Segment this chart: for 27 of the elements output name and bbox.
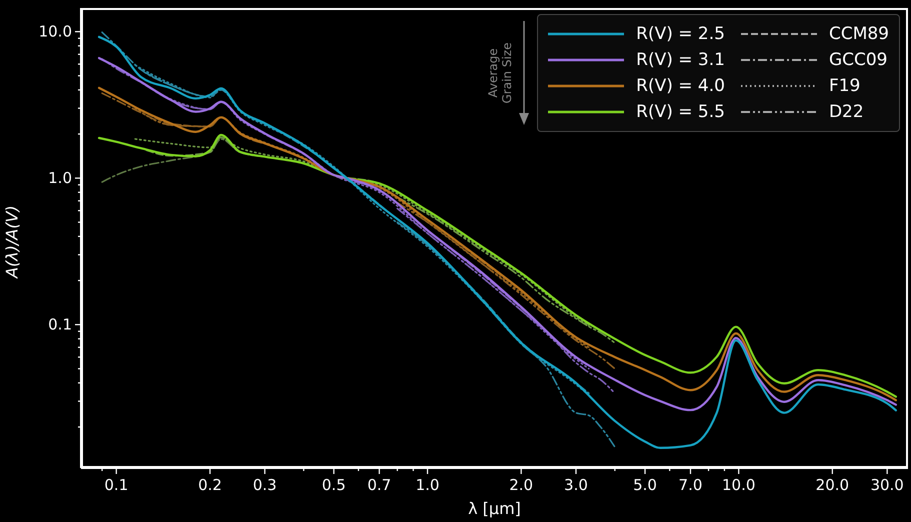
x-tick-label: 10.0 (722, 476, 756, 494)
legend-label: GCC09 (828, 50, 888, 70)
legend-label: R(V) = 5.5 (636, 102, 725, 122)
x-tick-label: 0.3 (252, 476, 277, 494)
x-tick-label: 0.1 (104, 476, 128, 494)
x-tick-label: 20.0 (816, 476, 850, 494)
x-tick-label: 1.0 (416, 476, 440, 494)
y-tick-label: 10.0 (38, 22, 72, 41)
legend-label: R(V) = 2.5 (636, 24, 725, 44)
x-tick-label: 0.7 (367, 476, 392, 494)
x-tick-label: 0.5 (322, 476, 346, 494)
x-axis-title: λ [μm] (468, 499, 521, 518)
y-axis-title: A(λ)/A(V) (2, 205, 22, 279)
x-tick-label: 0.2 (198, 476, 222, 494)
legend-label: R(V) = 4.0 (636, 76, 725, 96)
x-tick-label: 7.0 (678, 476, 702, 494)
x-tick-label: 3.0 (564, 476, 588, 494)
x-tick-label: 5.0 (633, 476, 657, 494)
x-tick-label: 30.0 (870, 476, 904, 494)
legend-label: R(V) = 3.1 (636, 50, 725, 70)
x-tick-label: 2.0 (509, 476, 534, 494)
y-tick-label: 1.0 (48, 169, 72, 188)
annotation: Average Grain Size (486, 42, 514, 106)
legend-label: D22 (828, 102, 864, 122)
legend-label: F19 (828, 76, 860, 96)
legend-label: CCM89 (828, 24, 889, 44)
y-tick-label: 0.1 (48, 316, 72, 334)
